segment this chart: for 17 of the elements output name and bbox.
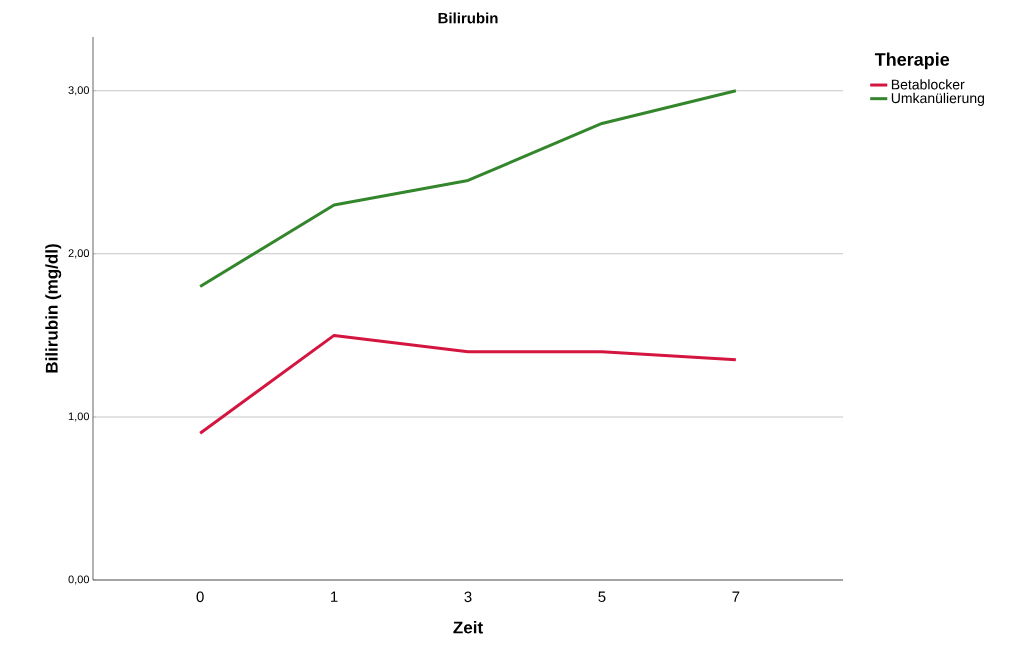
y-tick-label: 3,00 <box>68 86 90 96</box>
chart-title: Bilirubin <box>438 12 498 24</box>
legend-label: Betablocker <box>891 79 965 90</box>
y-tick-label: 1,00 <box>68 412 90 422</box>
x-tick-label: 0 <box>196 591 204 603</box>
line-series <box>198 333 738 435</box>
legend-title: Therapie <box>874 52 950 70</box>
y-tick-label: 0,00 <box>68 575 90 585</box>
x-axis-title: Zeit <box>453 621 483 634</box>
y-axis-title: Bilirubin (mg/dl) <box>45 244 62 373</box>
x-tick-label: 5 <box>598 591 606 602</box>
y-tick-label: 2,00 <box>68 249 90 259</box>
x-tick-label: 1 <box>331 591 338 602</box>
legend-label: Umkanülierung <box>891 92 985 106</box>
x-tick-label: 7 <box>732 591 740 602</box>
x-tick-label: 3 <box>464 591 472 603</box>
line-series <box>198 89 738 288</box>
